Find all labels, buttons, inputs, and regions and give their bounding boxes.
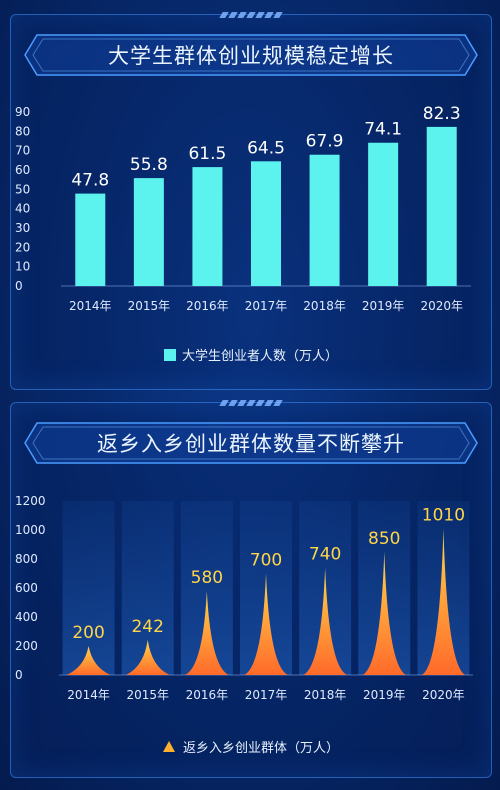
peak-chart-returnees: 0 200 400 600 800 1000 1200 200 2014年 242 2015年 580… — [15, 494, 473, 702]
data-label: 850 — [368, 529, 400, 549]
bar-2017年 — [251, 161, 281, 286]
banner-frame-icon — [24, 422, 478, 464]
y-tick-label: 400 — [15, 610, 38, 624]
x-tick-label: 2018年 — [304, 688, 347, 702]
peak-2018年 — [303, 567, 348, 675]
y-tick-label: 20 — [15, 240, 30, 254]
bar-2016年 — [192, 167, 223, 286]
y-tick-label: 40 — [15, 202, 30, 216]
bar-2018年 — [309, 154, 340, 286]
bar-chart-graduates: 0 10 20 30 40 50 60 70 80 90 47.8 2014年 55.8 2015年 61.… — [15, 104, 471, 313]
data-label: 74.1 — [364, 120, 402, 140]
bar-2014年 — [75, 193, 106, 286]
peak-2020年 — [421, 528, 466, 675]
bar-2019年 — [368, 142, 399, 286]
data-label: 700 — [250, 551, 282, 571]
data-label: 67.9 — [306, 132, 344, 152]
peak-2019年 — [362, 551, 407, 675]
data-label: 1010 — [422, 506, 465, 526]
x-tick-label: 2016年 — [186, 299, 229, 313]
legend-triangle-icon — [162, 741, 175, 752]
x-tick-label: 2017年 — [245, 299, 288, 313]
y-tick-label: 30 — [15, 221, 30, 235]
y-tick-label: 0 — [15, 279, 23, 293]
bar-2020年 — [426, 126, 457, 287]
legend-label: 返乡入乡创业群体（万人） — [182, 741, 339, 756]
y-tick-label: 0 — [15, 668, 23, 682]
x-tick-label: 2018年 — [303, 299, 346, 313]
y-tick-label: 1200 — [15, 494, 46, 508]
x-tick-label: 2014年 — [67, 688, 110, 702]
peak-2016年 — [184, 590, 229, 675]
data-label: 200 — [72, 623, 104, 643]
y-tick-label: 800 — [15, 552, 38, 566]
x-tick-label: 2019年 — [363, 688, 406, 702]
y-tick-label: 90 — [15, 105, 30, 119]
chart-title-banner: 返乡入乡创业群体数量不断攀升 — [23, 421, 479, 465]
chart-title: 大学生群体创业规模稳定增长 — [108, 44, 394, 68]
x-tick-label: 2020年 — [422, 688, 465, 702]
x-tick-label: 2017年 — [245, 688, 288, 702]
peak-2017年 — [244, 573, 288, 675]
y-tick-label: 50 — [15, 182, 30, 196]
data-label: 64.5 — [247, 138, 285, 158]
x-tick-label: 2015年 — [128, 299, 171, 313]
x-tick-label: 2020年 — [420, 299, 463, 313]
y-tick-label: 70 — [15, 144, 30, 158]
bar-2015年 — [133, 178, 164, 286]
data-label: 580 — [191, 568, 223, 588]
y-tick-label: 80 — [15, 124, 30, 138]
data-label: 47.8 — [71, 171, 109, 191]
data-label: 242 — [131, 617, 163, 637]
chart-title-banner: 大学生群体创业规模稳定增长 — [23, 33, 479, 77]
chart-title: 返乡入乡创业群体数量不断攀升 — [97, 432, 405, 456]
chart-legend: 返乡入乡创业群体（万人） — [11, 737, 491, 756]
x-tick-label: 2016年 — [186, 688, 229, 702]
banner-frame-icon — [24, 34, 478, 76]
y-tick-label: 60 — [15, 163, 30, 177]
y-tick-label: 200 — [15, 639, 38, 653]
y-tick-label: 1000 — [15, 523, 46, 537]
x-tick-label: 2015年 — [126, 688, 169, 702]
peak-2014年 — [66, 646, 111, 675]
x-tick-label: 2014年 — [69, 299, 112, 313]
peak-2015年 — [125, 639, 170, 675]
chart-panel-returnees: 返乡入乡创业群体数量不断攀升 0 200 400 600 800 1000 1200 200 2… — [10, 400, 492, 778]
legend-swatch-icon — [163, 349, 176, 361]
chart-legend: 大学生创业者人数（万人） — [11, 345, 491, 364]
y-tick-label: 600 — [15, 581, 38, 595]
x-tick-label: 2019年 — [362, 299, 405, 313]
data-label: 61.5 — [188, 144, 226, 164]
legend-label: 大学生创业者人数（万人） — [181, 349, 338, 364]
data-label: 740 — [309, 545, 341, 565]
y-tick-label: 10 — [15, 260, 30, 274]
chart-panel-graduates: 大学生群体创业规模稳定增长 0 10 20 30 40 50 60 70 80 90 47.8 201… — [10, 12, 492, 390]
data-label: 55.8 — [130, 155, 168, 175]
data-label: 82.3 — [423, 104, 461, 124]
